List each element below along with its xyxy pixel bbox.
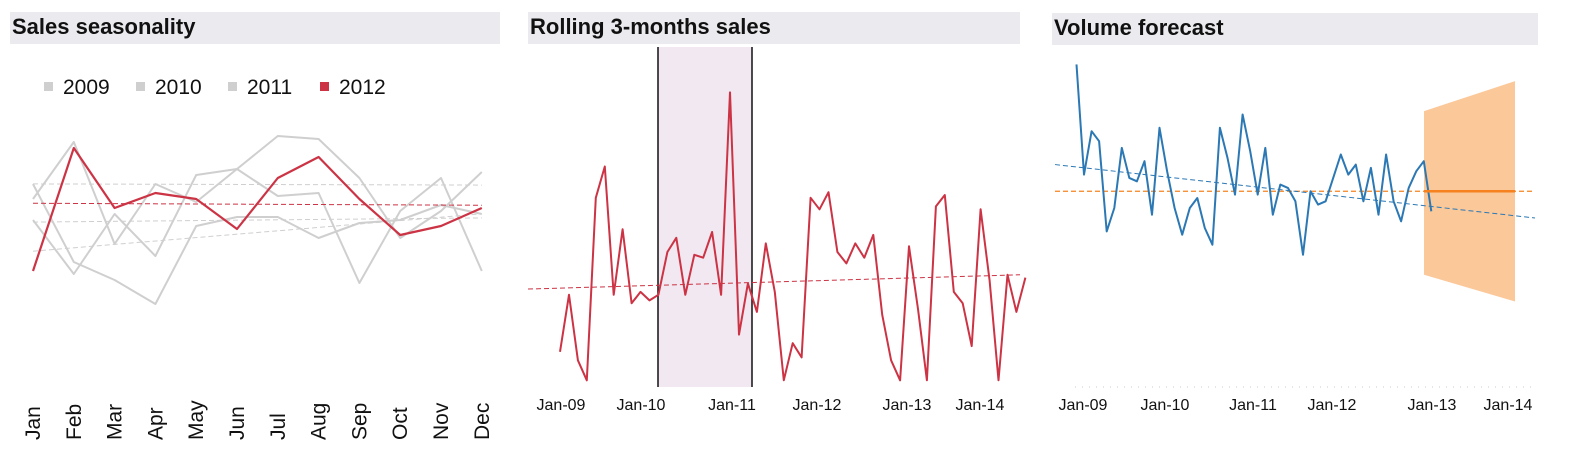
legend-swatch-2009 (44, 82, 53, 91)
x-tick-jan-13: Jan-13 (883, 397, 932, 414)
series-line-2012 (31, 146, 483, 272)
x-tick-jan-10: Jan-10 (1141, 397, 1190, 414)
x-tick-sep: Sep (348, 403, 371, 440)
x-tick-jan-12: Jan-12 (793, 397, 842, 414)
x-tick-apr: Apr (144, 407, 167, 440)
x-tick-jan-11: Jan-11 (708, 397, 756, 414)
legend-swatch-2012 (320, 82, 329, 91)
trend-line-2011 (32, 217, 482, 223)
trend-line-2010 (32, 183, 482, 186)
legend-swatch-2010 (136, 82, 145, 91)
x-tick-jul: Jul (267, 413, 290, 440)
x-tick-jan-09: Jan-09 (1059, 397, 1108, 414)
x-tick-jan-13: Jan-13 (1408, 397, 1457, 414)
legend-label-2012: 2012 (339, 76, 386, 99)
x-tick-jan: Jan (22, 406, 45, 440)
legend-label-2009: 2009 (63, 76, 110, 99)
legend-label-2011: 2011 (247, 76, 292, 99)
rolling-chart: Jan-09 Jan-10 Jan-11 Jan-12 Jan-13 Jan-14 (527, 47, 1027, 414)
trend-line (527, 274, 1021, 290)
x-tick-aug: Aug (308, 403, 331, 440)
x-tick-dec: Dec (471, 403, 494, 440)
x-tick-mar: Mar (104, 404, 127, 440)
volume-line (1075, 64, 1433, 256)
series-line-2011 (32, 168, 483, 284)
x-tick-jan-12: Jan-12 (1308, 397, 1357, 414)
x-tick-may: May (185, 400, 208, 440)
x-tick-jun: Jun (226, 406, 249, 440)
x-tick-jan-10: Jan-10 (617, 397, 666, 414)
x-tick-feb: Feb (63, 404, 86, 440)
series-line-2010 (32, 135, 483, 245)
legend-swatch-2011 (228, 82, 237, 91)
x-tick-jan-11: Jan-11 (1229, 397, 1277, 414)
x-tick-jan-09: Jan-09 (537, 397, 586, 414)
x-tick-oct: Oct (389, 407, 412, 440)
rolling-title: Rolling 3-months sales (528, 12, 1020, 44)
forecast-chart: Jan-09 Jan-10 Jan-11 Jan-12 Jan-13 Jan-14 (1054, 64, 1536, 414)
forecast-title: Volume forecast (1052, 13, 1538, 45)
x-tick-jan-14: Jan-14 (956, 397, 1005, 414)
seasonality-chart: 2009 2010 2011 2012 Jan Feb Mar Apr May Jun Jul Aug… (22, 76, 494, 440)
legend-label-2010: 2010 (155, 76, 202, 99)
sales-line (559, 91, 1027, 382)
series-line-2009 (32, 183, 483, 305)
trend-line (1054, 164, 1536, 219)
highlight-band (658, 47, 752, 387)
x-tick-jan-14: Jan-14 (1484, 397, 1533, 414)
x-tick-nov: Nov (430, 402, 453, 440)
seasonality-title: Sales seasonality (10, 12, 500, 44)
trend-line-2009 (32, 213, 482, 252)
